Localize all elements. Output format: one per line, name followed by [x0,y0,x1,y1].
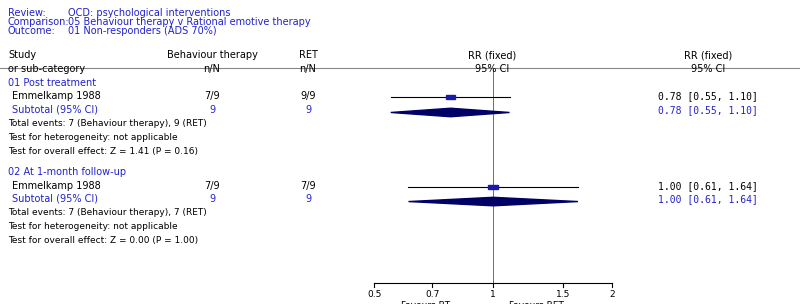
Text: RR (fixed): RR (fixed) [468,50,516,60]
Text: 0.78 [0.55, 1.10]: 0.78 [0.55, 1.10] [658,105,758,115]
FancyBboxPatch shape [446,95,455,99]
Text: 9: 9 [305,194,311,204]
Text: 9: 9 [209,105,215,115]
Text: 9: 9 [209,194,215,204]
Text: Test for heterogeneity: not applicable: Test for heterogeneity: not applicable [8,222,178,231]
Text: 01 Post treatment: 01 Post treatment [8,78,96,88]
Text: Favours BT: Favours BT [402,301,450,304]
Text: Favours RET: Favours RET [509,301,563,304]
Text: 0.7: 0.7 [425,290,439,299]
Text: 1: 1 [490,290,496,299]
Text: 7/9: 7/9 [300,181,316,191]
Text: 9/9: 9/9 [300,91,316,101]
Text: Total events: 7 (Behaviour therapy), 7 (RET): Total events: 7 (Behaviour therapy), 7 (… [8,208,206,217]
Text: 9: 9 [305,105,311,115]
Text: Behaviour therapy: Behaviour therapy [166,50,258,60]
Text: Test for heterogeneity: not applicable: Test for heterogeneity: not applicable [8,133,178,142]
Text: 7/9: 7/9 [204,91,220,101]
FancyBboxPatch shape [488,185,498,189]
Text: 0.5: 0.5 [367,290,382,299]
Text: Study: Study [8,50,36,60]
Text: Outcome:: Outcome: [8,26,56,36]
Text: 2: 2 [609,290,615,299]
Polygon shape [390,108,510,117]
Text: Total events: 7 (Behaviour therapy), 9 (RET): Total events: 7 (Behaviour therapy), 9 (… [8,119,206,128]
Text: 7/9: 7/9 [204,181,220,191]
Text: RET: RET [298,50,318,60]
Text: Emmelkamp 1988: Emmelkamp 1988 [12,181,101,191]
Text: Emmelkamp 1988: Emmelkamp 1988 [12,91,101,101]
Text: 1.00 [0.61, 1.64]: 1.00 [0.61, 1.64] [658,194,758,204]
Text: Subtotal (95% CI): Subtotal (95% CI) [12,105,98,115]
Text: 0.78 [0.55, 1.10]: 0.78 [0.55, 1.10] [658,91,758,101]
Text: 02 At 1-month follow-up: 02 At 1-month follow-up [8,167,126,177]
Text: 01 Non-responders (ADS 70%): 01 Non-responders (ADS 70%) [68,26,217,36]
Text: 95% CI: 95% CI [691,64,725,74]
Text: 05 Behaviour therapy v Rational emotive therapy: 05 Behaviour therapy v Rational emotive … [68,17,310,27]
Polygon shape [409,197,578,206]
Text: Review:: Review: [8,8,46,18]
Text: or sub-category: or sub-category [8,64,85,74]
Text: Test for overall effect: Z = 0.00 (P = 1.00): Test for overall effect: Z = 0.00 (P = 1… [8,236,198,245]
Text: 1.5: 1.5 [555,290,570,299]
Text: RR (fixed): RR (fixed) [684,50,732,60]
Text: Test for overall effect: Z = 1.41 (P = 0.16): Test for overall effect: Z = 1.41 (P = 0… [8,147,198,156]
Text: 95% CI: 95% CI [475,64,509,74]
Text: 1.00 [0.61, 1.64]: 1.00 [0.61, 1.64] [658,181,758,191]
Text: OCD: psychological interventions: OCD: psychological interventions [68,8,230,18]
Text: Subtotal (95% CI): Subtotal (95% CI) [12,194,98,204]
Text: n/N: n/N [299,64,317,74]
Text: Comparison:: Comparison: [8,17,70,27]
Text: n/N: n/N [203,64,221,74]
